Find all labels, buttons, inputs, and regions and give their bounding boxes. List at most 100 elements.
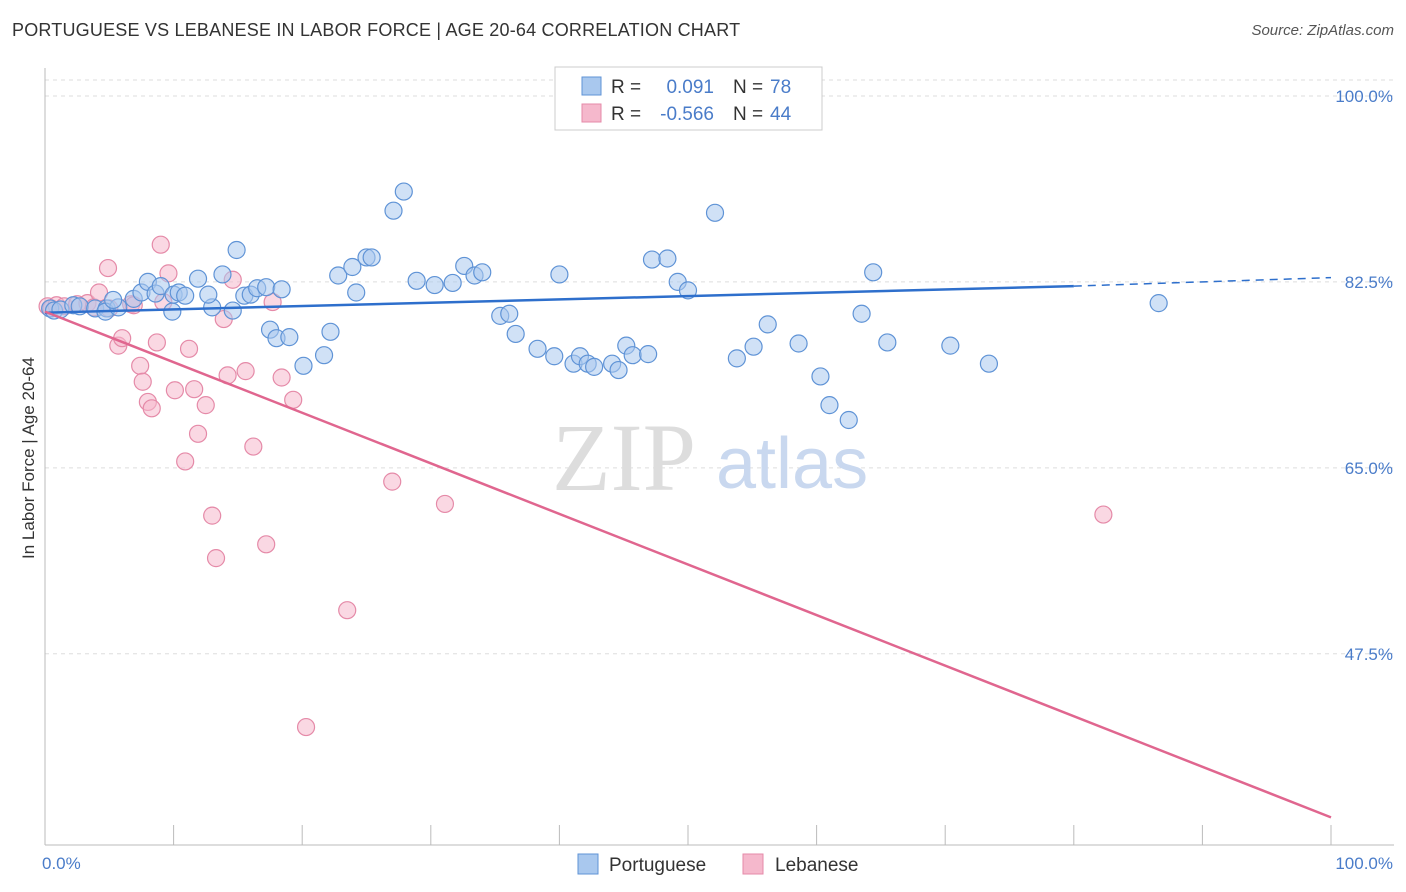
lebanese-point [196,396,215,415]
lebanese-point [151,235,170,254]
portuguese-trend-extension [1073,276,1332,287]
lebanese-point [257,535,276,554]
tick-labels: 47.5% 65.0% 82.5% 100.0% 0.0% 100.0% [42,87,1393,873]
portuguese-point [744,337,763,356]
portuguese-trend-line [44,284,1074,314]
legend-swatch-lebanese [742,853,764,875]
portuguese-point [343,257,362,277]
x-tick-label: 0.0% [42,854,81,873]
portuguese-point [820,396,839,415]
portuguese-point [176,286,195,305]
y-tick-label: 47.5% [1345,645,1393,664]
portuguese-point [407,271,426,290]
portuguese-point [294,356,313,375]
portuguese-point [623,346,642,365]
portuguese-point [329,266,348,285]
chart-title: PORTUGUESE VS LEBANESE IN LABOR FORCE | … [12,20,741,40]
portuguese-point [443,273,462,293]
lebanese-point [176,452,195,471]
portuguese-point [362,248,381,267]
portuguese-point [550,265,569,284]
portuguese-point [104,290,123,310]
watermark-atlas: atlas [716,424,868,504]
lebanese-point [188,424,208,443]
y-axis-title: In Labor Force | Age 20-64 [19,357,38,559]
y-tick-label: 65.0% [1345,459,1393,478]
portuguese-point [272,280,291,299]
legend-n-label: N = [733,104,763,125]
legend-r-label: R = [611,104,641,125]
legend-n-value: 44 [770,104,792,125]
portuguese-point [384,201,403,220]
lebanese-point [383,472,402,491]
portuguese-point [609,360,628,380]
portuguese-point [864,263,883,282]
portuguese-point [658,249,677,268]
stats-legend: R = 0.091 N = 78 R = -0.566 N = 44 [554,66,823,131]
legend-label-lebanese: Lebanese [775,855,858,876]
lebanese-point [244,437,263,456]
lebanese-point [131,356,150,375]
portuguese-point [545,347,564,366]
portuguese-point [347,283,366,302]
lebanese-point [185,380,204,399]
trend-lines [44,276,1332,819]
portuguese-point [473,263,492,282]
portuguese-point [852,304,871,323]
portuguese-point [314,346,334,365]
portuguese-point [585,357,604,376]
portuguese-point [188,269,208,288]
lebanese-point [435,494,455,514]
portuguese-point [151,277,170,296]
portuguese-point [979,354,999,373]
lebanese-point [236,362,255,381]
portuguese-point [321,322,340,341]
watermark-zip: ZIP [552,404,696,511]
portuguese-point [223,301,242,320]
portuguese-point [878,333,897,352]
portuguese-point [642,250,662,269]
y-tick-label: 82.5% [1345,273,1393,292]
lebanese-point [165,381,184,400]
lebanese-trend-line [44,310,1332,819]
legend-swatch-blue [581,76,602,96]
watermark: ZIP atlas [552,404,868,511]
portuguese-point [227,240,246,260]
portuguese-point [727,349,746,368]
legend-r-label: R = [611,77,641,98]
chart-source: Source: ZipAtlas.com [1251,22,1394,39]
portuguese-point [839,410,858,430]
lebanese-point [338,601,357,620]
lebanese-point [203,506,222,525]
y-tick-label: 100.0% [1335,87,1393,106]
portuguese-point [941,336,960,355]
legend-swatch-pink [581,103,602,123]
portuguese-point [789,334,808,353]
portuguese-point [394,182,413,201]
series-legend: Portuguese Lebanese [577,853,858,876]
legend-r-value: 0.091 [666,77,714,98]
portuguese-point [163,302,182,321]
portuguese-point [500,304,519,323]
lebanese-point [1094,505,1113,524]
legend-swatch-portuguese [577,853,599,875]
lebanese-point [142,399,161,418]
legend-label-portuguese: Portuguese [609,855,706,876]
portuguese-point [280,328,299,347]
lebanese-point [147,333,166,352]
lebanese-point [179,339,199,358]
portuguese-point [758,315,777,334]
legend-n-label: N = [733,77,763,98]
portuguese-point [811,367,830,386]
portuguese-point [528,339,547,358]
legend-r-value: -0.566 [660,104,714,125]
portuguese-point [425,275,444,295]
legend-n-value: 78 [770,77,791,98]
lebanese-point [272,368,291,387]
lebanese-point [206,549,226,568]
portuguese-point [257,278,276,297]
portuguese-points [41,182,1168,430]
portuguese-point [506,324,525,344]
portuguese-point [639,345,658,364]
